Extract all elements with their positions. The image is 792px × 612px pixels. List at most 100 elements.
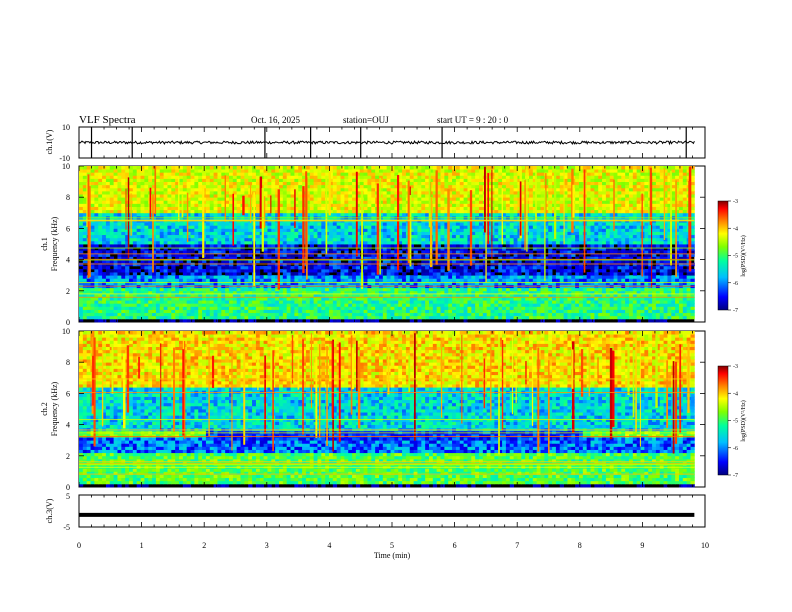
spectrogram-cell [444,278,449,282]
spectrogram-cell [328,290,334,295]
spectrogram-cell [605,247,611,251]
spectrogram-cell [344,303,349,307]
spectrogram-cell [559,228,564,232]
spectrogram-cell [521,253,526,257]
spectrogram-cell [375,318,380,323]
spectrogram-cell [598,306,603,310]
spectrogram-cell [332,244,338,248]
spectrogram-cell [644,253,649,257]
spectrogram-cell [409,222,415,226]
spectrogram-cell [571,240,576,245]
spectrogram-cell [352,275,357,279]
spectrogram-cell [344,250,349,254]
spectrogram-cell [586,225,591,229]
spectrogram-cell [225,306,230,310]
spectrogram-cell [567,278,572,282]
spectrogram-cell [363,287,368,292]
spectrogram-cell [282,300,288,304]
spectrogram-cell [232,265,238,270]
spectrogram-cell [632,228,638,232]
spectrogram-cell [128,250,134,254]
spectrogram-cell [352,222,357,226]
spectrogram-cell [98,250,103,254]
spectrogram-cell [79,244,84,248]
spectrogram-cell [159,268,165,273]
spectrogram-cell [413,272,418,276]
spectrogram-cell [594,262,599,267]
spectrogram-cell [540,315,545,320]
spectrogram-cell [121,231,126,236]
spectrogram-cell [655,268,661,273]
spectrogram-cell [663,231,668,236]
spectrogram-cell [509,256,514,260]
spectrogram-cell [432,275,438,279]
spectrogram-cell [194,275,199,279]
spectrogram-cell [348,309,353,314]
spectrogram-cell [336,306,341,310]
spectrogram-cell [552,240,557,245]
spectrogram-cell [209,247,215,251]
spectrogram-cell [548,247,553,251]
spectrogram-cell [536,300,541,304]
spectrogram-cell [605,290,611,295]
spectrogram-cell [552,315,557,320]
spectrogram-cell [267,306,272,310]
spectrogram-cell [194,256,199,260]
spectrogram-cell [652,250,657,254]
spectrogram-cell [228,297,234,301]
spectrogram-cell [244,278,249,282]
spectrogram-cell [575,234,580,239]
spectrogram-cell [325,225,330,229]
spectrogram-cell [478,225,484,229]
spectrogram-cell [432,297,438,301]
spectrogram-cell [540,281,545,285]
spectrogram-cell [202,297,207,301]
spectrogram-cell [528,250,534,254]
spectrogram-cell [371,228,376,232]
spectrogram-cell [382,309,388,314]
spectrogram-cell [186,259,191,264]
spectrogram-cell [209,234,215,239]
spectrogram-cell [378,228,384,232]
spectrogram-cell [625,231,630,236]
spectrogram-cell [121,272,126,276]
spectrogram-cell [328,240,334,245]
spectrogram-cell [271,268,276,273]
spectrogram-cell [675,240,680,245]
spectrogram-cell [586,222,591,226]
spectrogram-cell [525,287,530,292]
spectrogram-cell [271,237,276,242]
spectrogram-cell [382,278,388,282]
spectrogram-cell [409,256,415,260]
spectrogram-cell [682,287,688,292]
spectrogram-cell [167,244,172,248]
spectrogram-cell [605,250,611,254]
spectrogram-cell [586,290,591,295]
spectrogram-cell [648,262,653,267]
spectrogram-cell [663,259,668,264]
spectrogram-cell [602,290,607,295]
spectrogram-cell [405,312,411,317]
spectrogram-cell [248,234,253,239]
spectrogram-cell [655,306,661,310]
spectrogram-cell [121,309,126,314]
spectrogram-cell [621,247,626,251]
spectrogram-cell [409,231,415,236]
spectrogram-cell [513,265,518,270]
spectrogram-cell [490,278,495,282]
spectrogram-cell [340,237,345,242]
spectrogram-cell [555,256,561,260]
spectrogram-cell [398,290,403,295]
spectrogram-cell [494,247,499,251]
spectrogram-cell [109,306,115,310]
spectrogram-cell [417,293,422,298]
spectrogram-cell [290,231,295,236]
spectrogram-cell [528,237,534,242]
spectrogram-cell [252,300,257,304]
spectrogram-cell [94,306,99,310]
spectrogram-cell [571,290,576,295]
spectrogram-cell [294,297,299,301]
spectrogram-cell [132,228,138,232]
spectrogram-cell [394,262,399,267]
spectrogram-cell [671,309,676,314]
